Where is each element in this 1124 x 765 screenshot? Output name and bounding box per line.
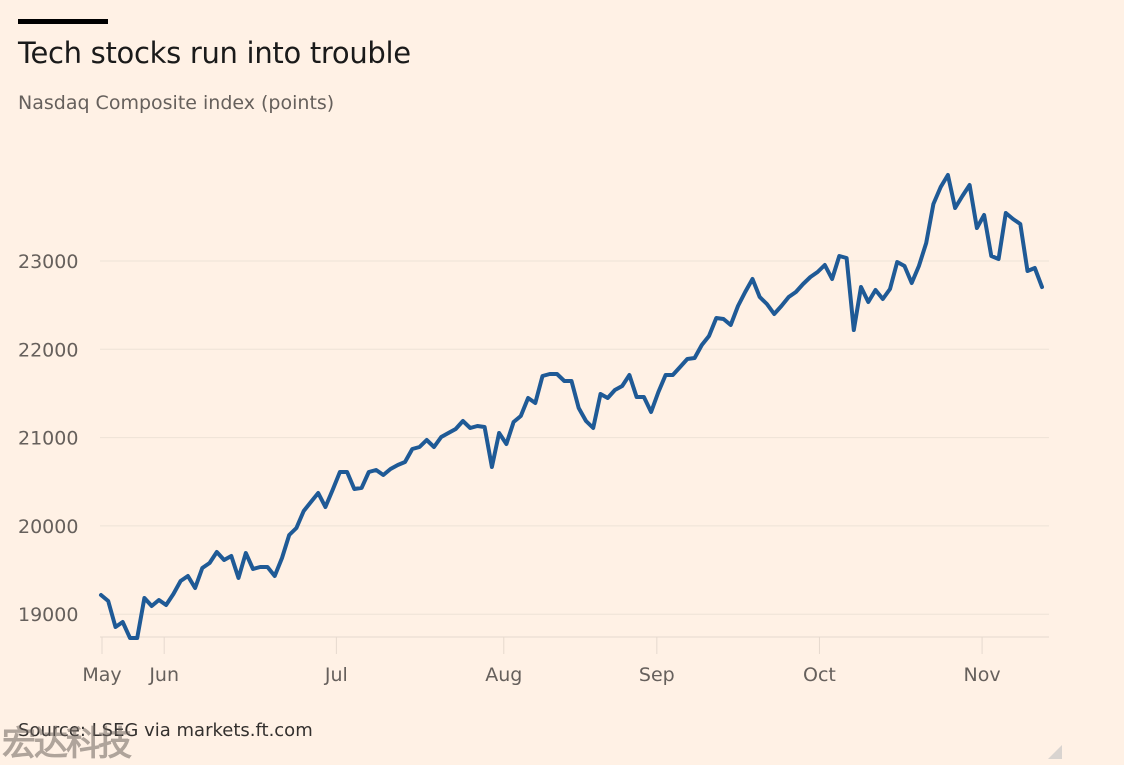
x-axis: May Jun Jul Aug Sep Oct Nov <box>82 637 1001 686</box>
chart-title: Tech stocks run into trouble <box>18 36 411 70</box>
x-tick-label: Nov <box>964 664 1001 686</box>
chart-subtitle: Nasdaq Composite index (points) <box>18 92 335 114</box>
source-note: Source: LSEG via markets.ft.com <box>18 720 313 741</box>
gridlines <box>100 260 1049 638</box>
y-tick-label: 20000 <box>18 516 78 538</box>
x-tick-label: May <box>82 664 121 686</box>
x-tick-label: Oct <box>803 664 836 686</box>
x-tick-label: Jun <box>148 664 179 686</box>
corner-fold-decoration <box>1048 745 1062 759</box>
watermark: 宏达科技 <box>2 724 132 764</box>
series-line-nasdaq <box>99 173 1044 640</box>
x-tick-label: Sep <box>639 664 675 686</box>
x-tick-label: Aug <box>485 664 522 686</box>
title-accent-bar <box>18 19 108 24</box>
x-tick-label: Jul <box>324 664 348 686</box>
y-tick-label: 21000 <box>18 428 78 450</box>
y-tick-label: 19000 <box>18 604 78 626</box>
y-tick-label: 23000 <box>18 251 78 273</box>
y-axis: 19000 20000 21000 22000 23000 <box>18 251 78 626</box>
series-layer <box>99 173 1044 640</box>
y-tick-label: 22000 <box>18 339 78 361</box>
